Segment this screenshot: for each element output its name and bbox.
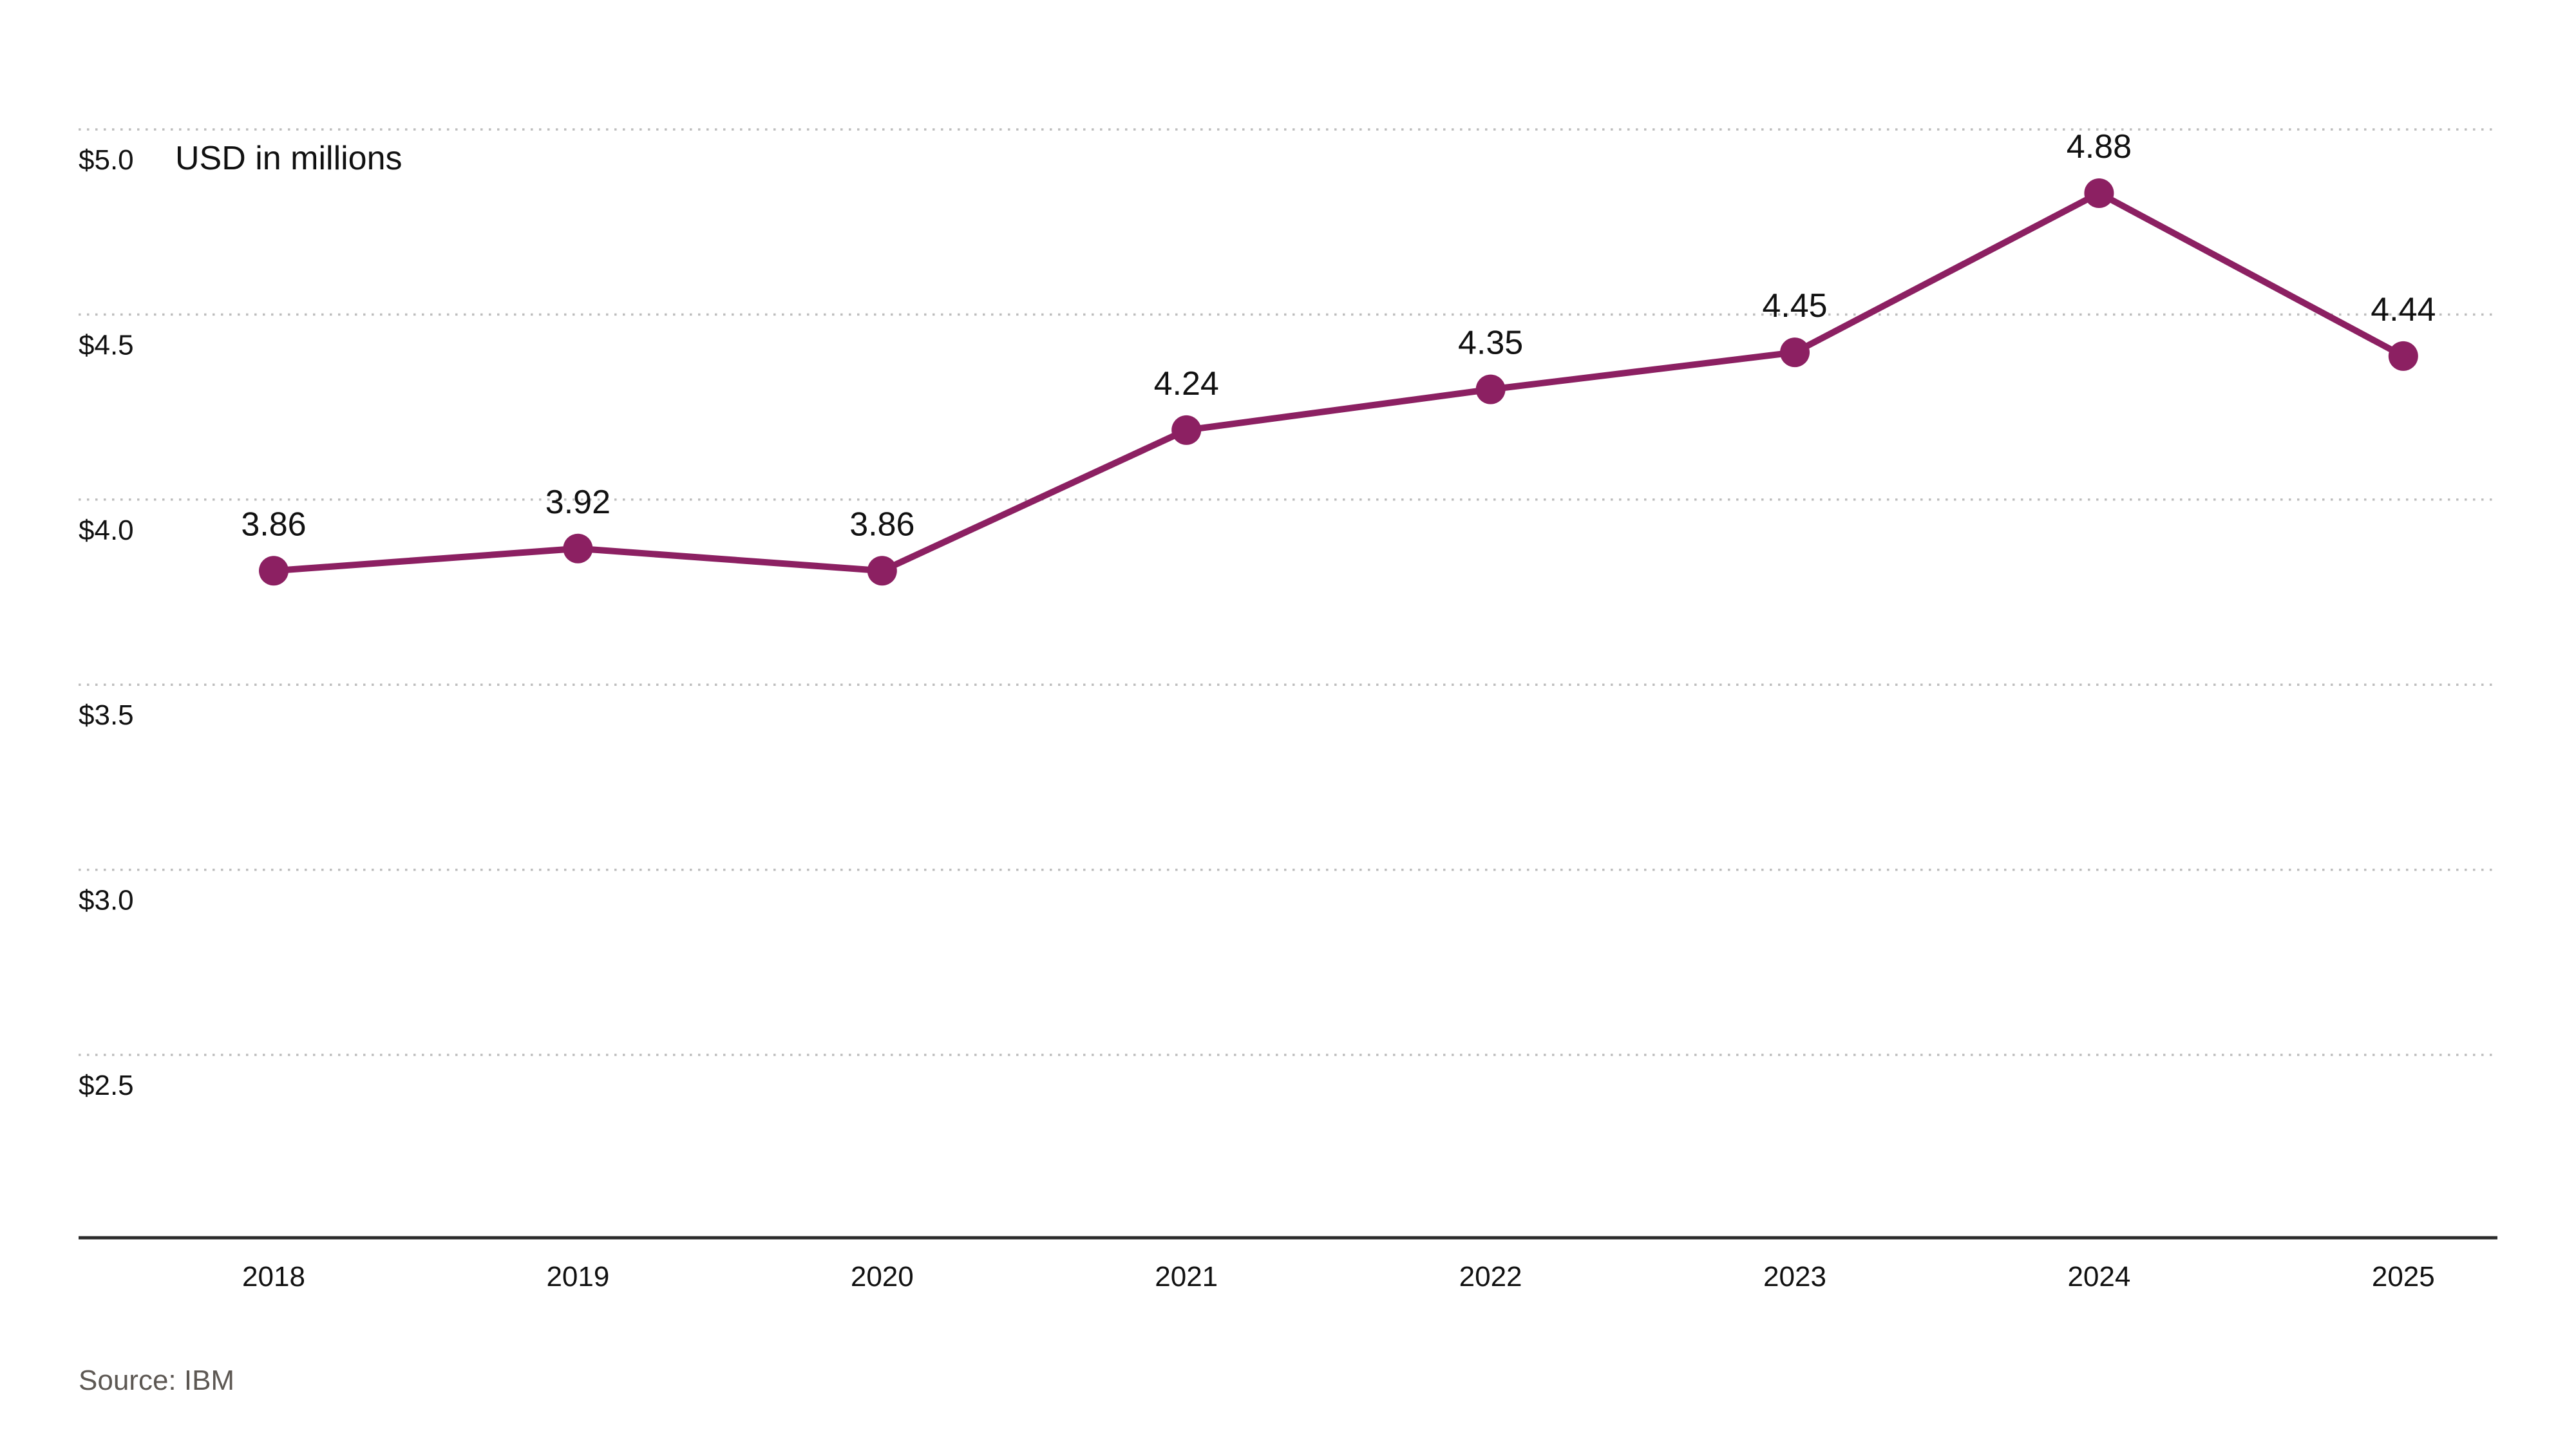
data-value-label: 3.86 [241,506,306,543]
x-axis-year-labels-group: 2018 2019 2020 2021 2022 2023 2024 2025 [242,1261,2435,1293]
data-point-marker [259,556,289,586]
data-value-labels-group: 3.86 3.92 3.86 4.24 4.35 4.45 4.88 4.44 [241,128,2436,543]
data-value-label: 4.35 [1458,325,1523,362]
data-value-label: 4.88 [2067,128,2132,166]
x-axis-year-label: 2022 [1459,1261,1522,1293]
y-tick-label: $3.0 [79,885,134,916]
series-line [270,189,2407,574]
data-value-label: 3.86 [849,506,914,543]
data-point-marker [1780,337,1810,368]
y-tick-label: $4.0 [79,515,134,546]
series-line-group [270,189,2407,574]
x-axis-year-label: 2023 [1763,1261,1826,1293]
x-axis-year-label: 2025 [2372,1261,2435,1293]
x-axis-year-label: 2020 [851,1261,914,1293]
data-point-marker [1475,374,1506,404]
x-axis-year-label: 2018 [242,1261,305,1293]
chart-title: USD in millions [175,140,402,177]
y-tick-label: $4.5 [79,329,134,361]
data-point-marker [2084,178,2114,208]
data-point-marker [1171,415,1202,445]
y-tick-label: $2.5 [79,1070,134,1101]
y-tick-label: $3.5 [79,699,134,731]
data-value-label: 4.45 [1762,287,1827,325]
data-value-label: 4.44 [2371,291,2436,328]
y-tick-label: $5.0 [79,144,134,176]
x-axis-year-label: 2024 [2067,1261,2130,1293]
gridlines-group [79,128,2497,1056]
data-value-label: 4.24 [1154,365,1219,402]
data-point-marker [867,556,897,586]
data-value-label: 3.92 [545,484,611,521]
data-point-marker [2388,341,2418,371]
source-caption: Source: IBM [79,1365,234,1396]
y-tick-labels-group: $5.0 $4.5 $4.0 $3.5 $3.0 $2.5 [79,144,134,1101]
data-point-marker [563,533,593,564]
x-axis-year-label: 2021 [1155,1261,1218,1293]
x-axis-year-label: 2019 [546,1261,609,1293]
data-point-markers-group [259,178,2418,586]
